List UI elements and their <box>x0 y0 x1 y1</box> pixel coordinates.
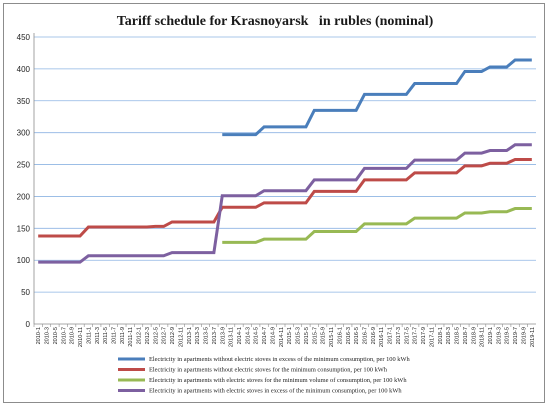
x-tick-label: 2016-9 <box>371 327 377 344</box>
x-tick-label: 2017-3 <box>396 327 402 344</box>
x-tick-label: 2011-7 <box>111 327 117 344</box>
x-tick-label: 2019-11 <box>530 327 536 347</box>
series-line <box>222 58 532 137</box>
x-tick-label: 2015-3 <box>296 327 302 344</box>
y-tick-label: 250 <box>17 161 31 170</box>
y-tick-label: 100 <box>17 256 31 265</box>
x-tick-label: 2015-9 <box>321 327 327 344</box>
x-tick-label: 2018-11 <box>480 327 486 347</box>
x-tick-label: 2012-11 <box>178 327 184 347</box>
y-tick-label: 50 <box>21 288 30 297</box>
legend-label: Electricity in apartments with electric … <box>149 377 407 384</box>
x-tick-label: 2018-5 <box>455 327 461 344</box>
x-tick-label: 2012-5 <box>153 327 159 344</box>
x-tick-label: 2014-3 <box>245 327 251 344</box>
x-tick-label: 2019-3 <box>496 327 502 344</box>
x-tick-label: 2013-1 <box>187 327 193 344</box>
legend-label: Electricity in apartments with electric … <box>149 388 402 395</box>
x-tick-label: 2018-3 <box>446 327 452 344</box>
y-tick-label: 150 <box>17 224 31 233</box>
x-tick-label: 2012-3 <box>145 327 151 344</box>
x-tick-label: 2014-9 <box>270 327 276 344</box>
x-tick-label: 2019-9 <box>521 327 527 344</box>
x-tick-label: 2015-11 <box>329 327 335 347</box>
x-tick-label: 2014-5 <box>254 327 260 344</box>
x-tick-label: 2017-7 <box>413 327 419 344</box>
line-chart: Tariff schedule for Krasnoyarsk in ruble… <box>17 14 536 395</box>
x-tick-label: 2011-3 <box>95 327 101 344</box>
x-tick-label: 2013-9 <box>220 327 226 344</box>
x-tick-label: 2013-7 <box>212 327 218 344</box>
y-tick-label: 200 <box>17 192 31 201</box>
x-tick-label: 2013-11 <box>229 327 235 347</box>
x-tick-label: 2014-11 <box>279 327 285 347</box>
x-tick-label: 2010-9 <box>70 327 76 344</box>
x-tick-label: 2015-1 <box>287 327 293 344</box>
y-tick-label: 400 <box>17 65 31 74</box>
y-tick-label: 0 <box>26 320 31 329</box>
y-tick-label: 450 <box>17 33 31 42</box>
x-tick-label: 2016-5 <box>354 327 360 344</box>
x-tick-label: 2016-1 <box>337 327 343 344</box>
x-tick-label: 2017-11 <box>429 327 435 347</box>
x-tick-label: 2016-11 <box>379 327 385 347</box>
y-tick-label: 300 <box>17 129 31 138</box>
x-tick-label: 2014-7 <box>262 327 268 344</box>
x-tick-label: 2011-11 <box>128 327 134 347</box>
legend: Electricity in apartments without electr… <box>118 356 411 395</box>
chart-frame: Tariff schedule for Krasnoyarsk in ruble… <box>3 3 545 403</box>
x-tick-label: 2010-11 <box>78 327 84 347</box>
x-tick-label: 2016-3 <box>346 327 352 344</box>
x-tick-label: 2018-9 <box>471 327 477 344</box>
x-tick-label: 2012-9 <box>170 327 176 344</box>
series-line <box>38 157 532 238</box>
y-axis: 0 50 100 150 200 250 300 350 400 450 <box>17 33 35 329</box>
x-tick-label: 2013-5 <box>204 327 210 344</box>
series-line <box>222 207 532 244</box>
x-tick-label: 2010-5 <box>53 327 59 344</box>
x-tick-label: 2017-5 <box>404 327 410 344</box>
x-tick-label: 2016-7 <box>362 327 368 344</box>
x-tick-label: 2019-1 <box>488 327 494 344</box>
x-tick-label: 2011-1 <box>86 327 92 344</box>
x-tick-label: 2018-1 <box>438 327 444 344</box>
x-tick-label: 2019-7 <box>513 327 519 344</box>
y-tick-label: 350 <box>17 97 31 106</box>
x-axis: 2010-1 2010-3 2010-5 2010-7 2010-9 2010-11 201… <box>33 323 536 347</box>
x-tick-label: 2010-1 <box>36 327 42 344</box>
x-tick-label: 2010-3 <box>45 327 51 344</box>
x-tick-label: 2017-9 <box>421 327 427 344</box>
legend-label: Electricity in apartments without electr… <box>149 356 411 363</box>
x-tick-label: 2015-5 <box>304 327 310 344</box>
chart-title: Tariff schedule for Krasnoyarsk in ruble… <box>117 14 434 29</box>
legend-label: Electricity in apartments without electr… <box>149 367 388 374</box>
x-tick-label: 2012-1 <box>137 327 143 344</box>
x-tick-label: 2014-1 <box>237 327 243 344</box>
series-lines <box>38 58 532 264</box>
x-tick-label: 2010-7 <box>61 327 67 344</box>
x-tick-label: 2018-7 <box>463 327 469 344</box>
series-line <box>38 143 532 264</box>
x-tick-label: 2013-3 <box>195 327 201 344</box>
x-tick-label: 2011-9 <box>120 327 126 344</box>
x-tick-label: 2019-5 <box>505 327 511 344</box>
x-tick-label: 2011-5 <box>103 327 109 344</box>
x-tick-label: 2017-1 <box>388 327 394 344</box>
x-tick-label: 2015-7 <box>312 327 318 344</box>
x-tick-label: 2012-7 <box>162 327 168 344</box>
